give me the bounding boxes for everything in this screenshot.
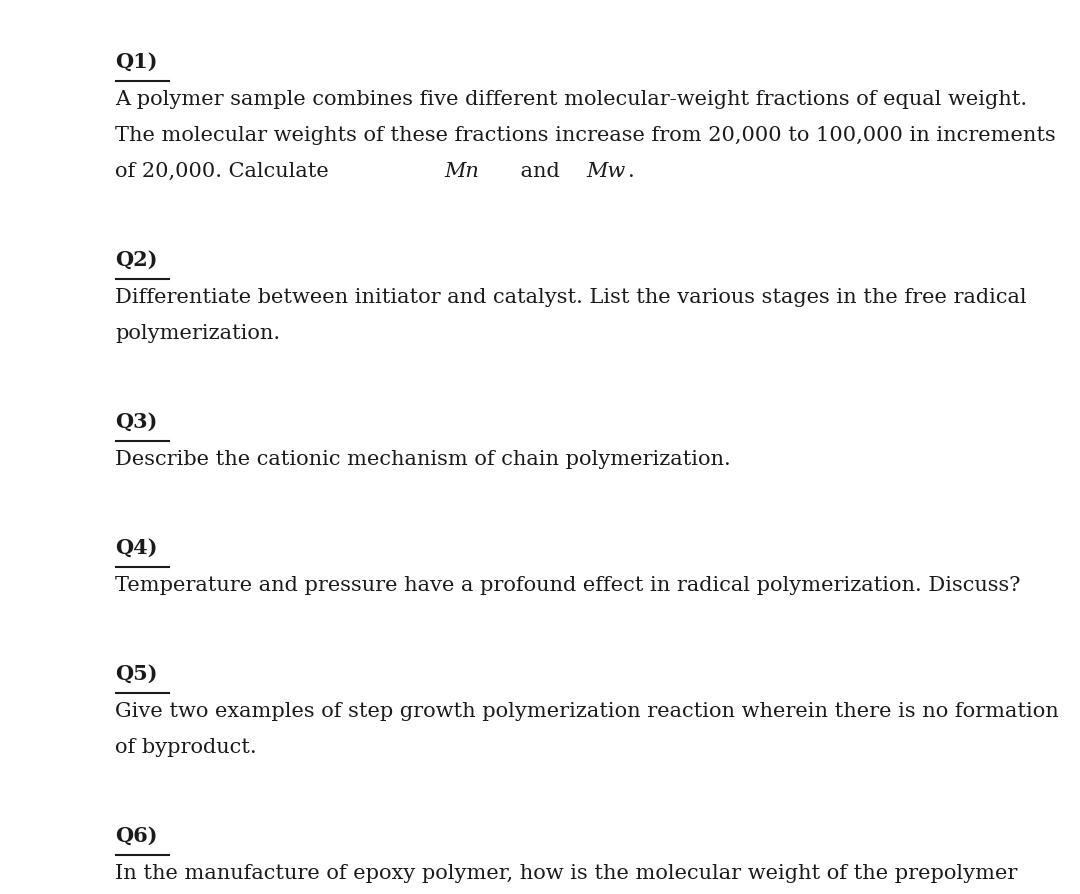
Text: Q6): Q6) [114,825,158,845]
Text: of 20,000. Calculate: of 20,000. Calculate [114,162,336,181]
Text: .: . [629,162,635,181]
Text: polymerization.: polymerization. [114,324,280,342]
Text: A polymer sample combines five different molecular-weight fractions of equal wei: A polymer sample combines five different… [114,90,1027,109]
Text: The molecular weights of these fractions increase from 20,000 to 100,000 in incr: The molecular weights of these fractions… [114,126,1056,145]
Text: Q3): Q3) [114,411,158,432]
Text: Q4): Q4) [114,537,158,557]
Text: In the manufacture of epoxy polymer, how is the molecular weight of the prepolym: In the manufacture of epoxy polymer, how… [114,863,1017,882]
Text: Q1): Q1) [114,52,158,72]
Text: Differentiate between initiator and catalyst. List the various stages in the fre: Differentiate between initiator and cata… [114,288,1027,307]
Text: and: and [514,162,567,181]
Text: Temperature and pressure have a profound effect in radical polymerization. Discu: Temperature and pressure have a profound… [114,576,1021,595]
Text: Mn: Mn [445,162,480,181]
Text: Q5): Q5) [114,663,158,683]
Text: of byproduct.: of byproduct. [114,738,257,756]
Text: Give two examples of step growth polymerization reaction wherein there is no for: Give two examples of step growth polymer… [114,701,1058,721]
Text: Describe the cationic mechanism of chain polymerization.: Describe the cationic mechanism of chain… [114,450,731,468]
Text: Mw: Mw [586,162,625,181]
Text: Q2): Q2) [114,249,158,270]
